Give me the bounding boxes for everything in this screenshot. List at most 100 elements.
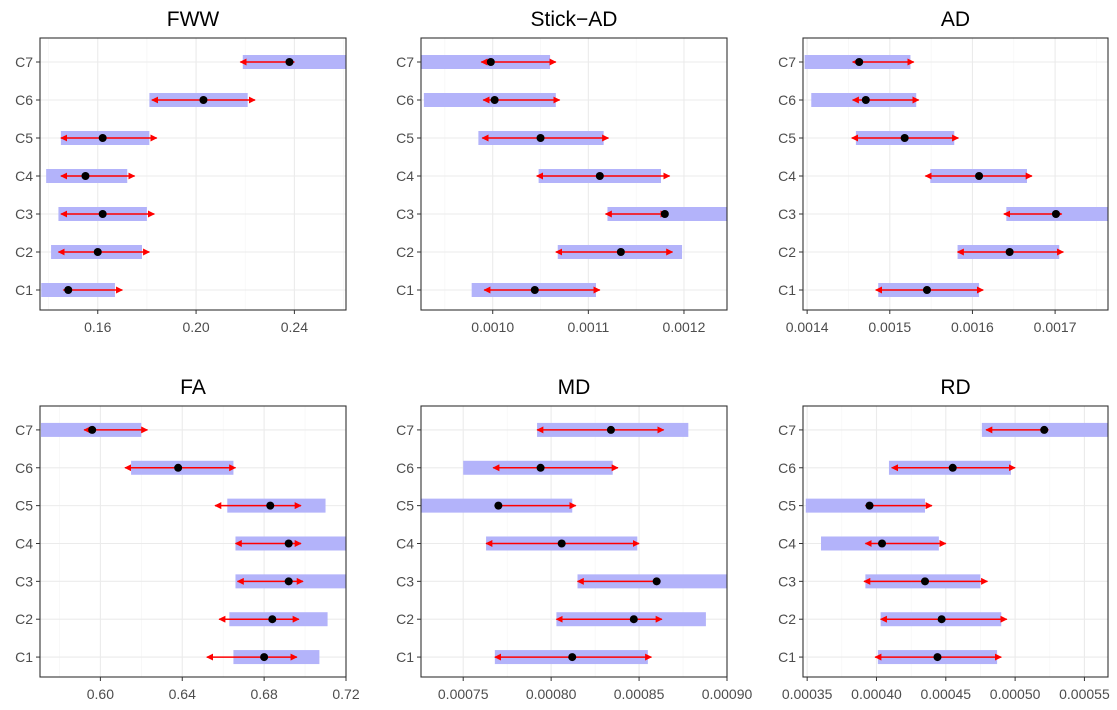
point-estimate-dot [933, 653, 942, 662]
y-tick-label: C5 [15, 130, 33, 146]
y-tick-label: C3 [396, 206, 414, 222]
y-tick-label: C7 [15, 422, 33, 438]
x-tick-label: 0.00040 [851, 686, 902, 702]
y-tick-label: C4 [15, 535, 33, 551]
y-tick-label: C7 [778, 54, 796, 70]
y-tick-label: C4 [778, 535, 796, 551]
panel-title: RD [940, 376, 970, 399]
x-tick-label: 0.16 [84, 319, 111, 335]
y-tick-label: C7 [396, 54, 414, 70]
y-tick-label: C6 [15, 92, 33, 108]
x-tick-label: 0.00085 [614, 686, 665, 702]
point-estimate-dot [266, 501, 275, 510]
point-estimate-dot [922, 286, 931, 294]
point-estimate-dot [260, 653, 269, 662]
point-estimate-dot [1005, 248, 1014, 256]
point-estimate-dot [284, 539, 293, 548]
panel-0: FWW C1 C2 C3 C4 C5 C6 C7 0.16 0.20 0.24 [15, 8, 347, 335]
x-tick-label: 0.0017 [1034, 319, 1077, 335]
point-estimate-dot [900, 134, 909, 142]
panel-title: MD [558, 376, 591, 399]
point-estimate-dot [1051, 210, 1060, 218]
point-estimate-dot [948, 463, 957, 472]
x-tick-label: 0.24 [281, 319, 308, 335]
y-tick-label: C2 [778, 611, 796, 627]
x-tick-label: 0.00050 [990, 686, 1041, 702]
point-estimate-dot [64, 286, 73, 294]
y-tick-label: C5 [778, 498, 796, 514]
panel-border [420, 405, 728, 678]
point-estimate-dot [557, 539, 566, 548]
y-tick-label: C4 [15, 168, 33, 184]
point-estimate-dot [486, 58, 495, 66]
point-estimate-dot [88, 425, 97, 434]
point-estimate-dot [494, 501, 503, 510]
y-tick-label: C1 [778, 282, 796, 298]
y-tick-label: C3 [15, 206, 33, 222]
y-tick-label: C7 [778, 422, 796, 438]
point-estimate-dot [629, 615, 638, 624]
y-tick-label: C4 [778, 168, 796, 184]
y-tick-label: C4 [396, 168, 414, 184]
point-estimate-dot [616, 248, 625, 256]
y-tick-label: C7 [396, 422, 414, 438]
point-estimate-dot [98, 210, 107, 218]
y-tick-label: C5 [396, 130, 414, 146]
y-tick-label: C6 [778, 92, 796, 108]
panel-border [420, 37, 728, 311]
panel-title: FA [180, 376, 206, 399]
point-estimate-dot [652, 577, 661, 586]
y-tick-label: C3 [778, 206, 796, 222]
x-tick-label: 0.0014 [786, 319, 829, 335]
point-estimate-dot [937, 615, 946, 624]
point-estimate-dot [975, 172, 984, 180]
y-tick-label: C1 [396, 282, 414, 298]
x-tick-label: 0.00045 [920, 686, 971, 702]
y-tick-label: C3 [778, 573, 796, 589]
point-estimate-dot [285, 58, 294, 66]
x-tick-label: 0.00080 [526, 686, 577, 702]
panel-title: AD [941, 8, 970, 31]
y-tick-label: C1 [15, 282, 33, 298]
point-estimate-dot [855, 58, 864, 66]
x-tick-label: 0.68 [251, 686, 278, 702]
point-estimate-dot [568, 653, 577, 662]
y-tick-label: C3 [396, 573, 414, 589]
y-tick-label: C6 [396, 460, 414, 476]
panel-title: FWW [167, 8, 220, 31]
panel-4: MD C1 C2 C3 C4 C5 C6 C7 0.00075 0.00080 0.00085 0.0… [396, 376, 752, 702]
x-tick-label: 0.00055 [1059, 686, 1110, 702]
y-tick-label: C7 [15, 54, 33, 70]
point-estimate-dot [284, 577, 293, 586]
y-tick-label: C6 [396, 92, 414, 108]
x-tick-label: 0.60 [87, 686, 114, 702]
point-estimate-dot [530, 286, 539, 294]
panel-5: RD C1 C2 C3 C4 C5 C6 C7 0.00035 0.00040 0.00045 0.0… [778, 376, 1110, 702]
x-tick-label: 0.00090 [702, 686, 753, 702]
x-tick-label: 0.0015 [868, 319, 911, 335]
point-estimate-dot [861, 96, 870, 104]
y-tick-label: C1 [15, 649, 33, 665]
panel-title: Stick−AD [531, 8, 618, 31]
y-tick-label: C1 [396, 649, 414, 665]
panel-border [39, 405, 347, 678]
x-tick-label: 0.20 [182, 319, 209, 335]
x-tick-label: 0.00035 [782, 686, 833, 702]
panel-border [802, 405, 1109, 678]
point-estimate-dot [268, 615, 277, 624]
x-tick-label: 0.0010 [471, 319, 514, 335]
panel-border [39, 37, 347, 311]
panel-1: Stick−AD C1 C2 C3 C4 C5 C6 C7 0.0010 0.0011 0.0012 [396, 8, 728, 335]
point-estimate-dot [536, 134, 545, 142]
y-tick-label: C5 [396, 498, 414, 514]
point-estimate-dot [174, 463, 183, 472]
x-tick-label: 0.0016 [951, 319, 994, 335]
y-tick-label: C3 [15, 573, 33, 589]
y-tick-label: C1 [778, 649, 796, 665]
point-estimate-dot [865, 501, 874, 510]
point-estimate-dot [490, 96, 499, 104]
point-estimate-dot [199, 96, 208, 104]
panel-2: AD C1 C2 C3 C4 C5 C6 C7 0.0014 0.0015 0.0016 0.0017 [778, 8, 1109, 335]
y-tick-label: C2 [778, 244, 796, 260]
